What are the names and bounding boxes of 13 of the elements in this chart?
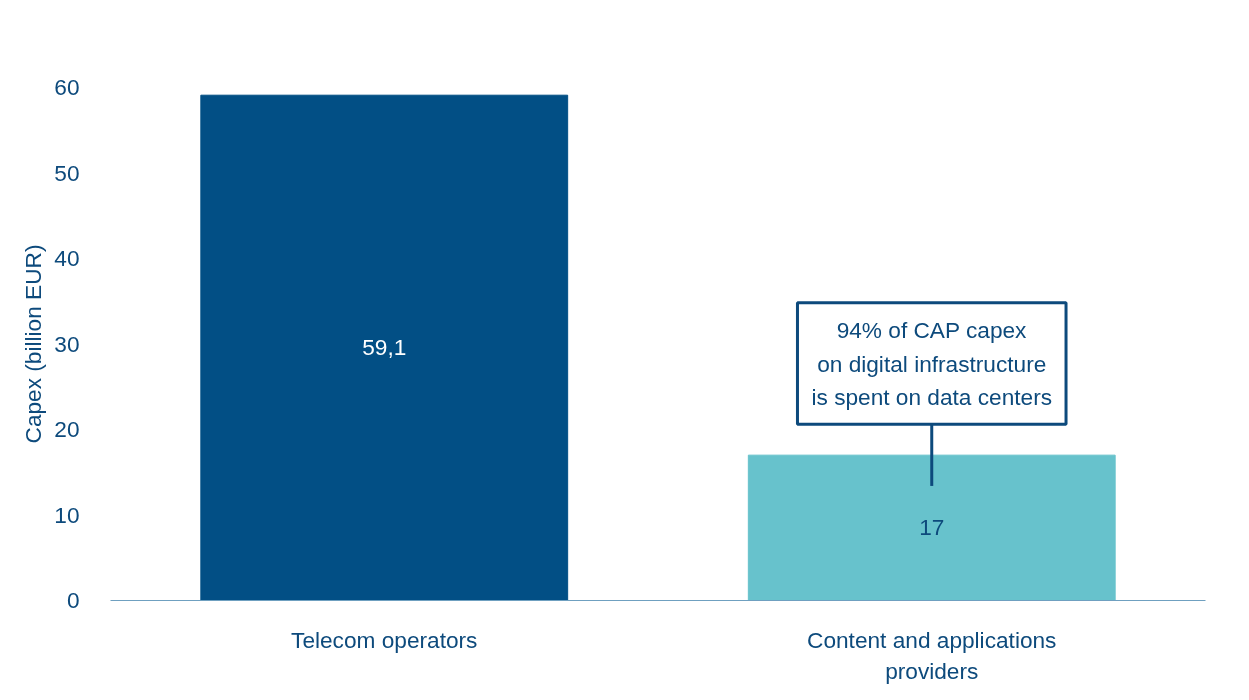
y-tick-label: 20 — [54, 416, 80, 442]
data-label: 17 — [919, 514, 945, 541]
y-axis-title: Capex (billion EUR) — [20, 244, 47, 444]
y-tick-label: 30 — [54, 330, 80, 357]
x-tick-label: Content and applications providers — [807, 626, 1057, 684]
y-tick-label: 40 — [54, 245, 80, 271]
x-tick-label: Telecom operators — [291, 626, 478, 653]
y-tick-label: 10 — [54, 501, 80, 528]
annotation: 94% of CAP capex on digital infrastructure is spent on data centers — [811, 316, 1053, 411]
y-tick-label: 60 — [54, 74, 80, 100]
data-label: 59,1 — [362, 334, 407, 361]
y-tick-label: 50 — [54, 159, 80, 186]
y-tick-label: 0 — [66, 587, 80, 613]
